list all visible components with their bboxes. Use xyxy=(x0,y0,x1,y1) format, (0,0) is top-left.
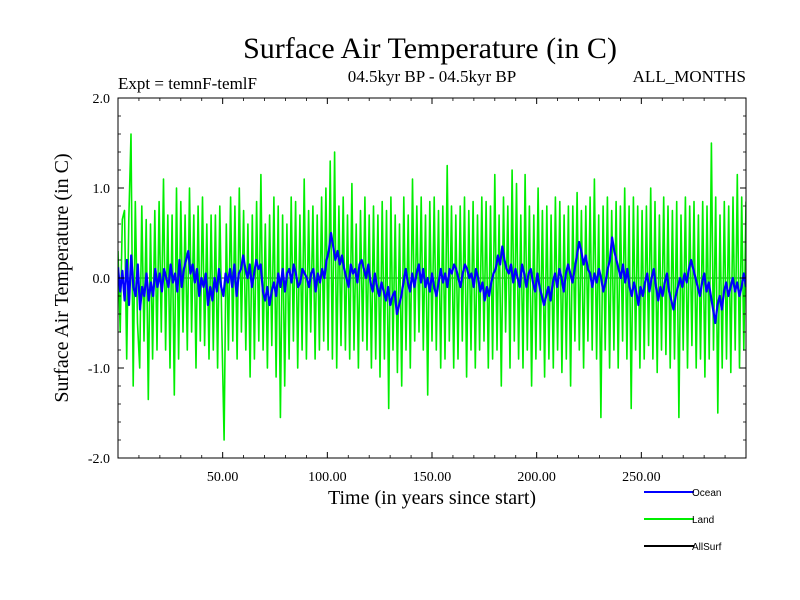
x-axis-label: Time (in years since start) xyxy=(328,487,536,509)
legend-label-land: Land xyxy=(692,515,714,526)
x-tick-label: 100.00 xyxy=(308,470,347,485)
series-line-ocean xyxy=(118,231,746,325)
x-tick-label: 200.00 xyxy=(517,470,556,485)
y-tick-label: 2.0 xyxy=(93,92,111,107)
y-tick-label: -2.0 xyxy=(88,452,110,467)
series-line-land xyxy=(118,133,746,441)
x-tick-label: 50.00 xyxy=(207,470,239,485)
legend-label-ocean: Ocean xyxy=(692,488,721,499)
legend: Ocean Land AllSurf xyxy=(644,488,722,553)
series-group xyxy=(118,133,746,441)
chart-title: Surface Air Temperature (in C) xyxy=(243,32,617,65)
tick-group: 50.00 100.00 150.00 200.00 250.00 -2.0 -1.0 0.0… xyxy=(88,92,746,485)
chart-subtitle-center: 04.5kyr BP - 04.5kyr BP xyxy=(348,67,516,86)
chart-subtitle-right: ALL_MONTHS xyxy=(633,67,746,86)
legend-label-allsurf: AllSurf xyxy=(692,542,722,553)
y-tick-label: 1.0 xyxy=(93,182,111,197)
chart-subtitle-left: Expt = temnF-temlF xyxy=(118,74,257,93)
y-axis-label: Surface Air Temperature (in C) xyxy=(51,153,73,402)
x-tick-label: 150.00 xyxy=(413,470,452,485)
y-tick-label: 0.0 xyxy=(93,272,111,287)
y-tick-label: -1.0 xyxy=(88,362,110,377)
x-tick-label: 250.00 xyxy=(622,470,661,485)
